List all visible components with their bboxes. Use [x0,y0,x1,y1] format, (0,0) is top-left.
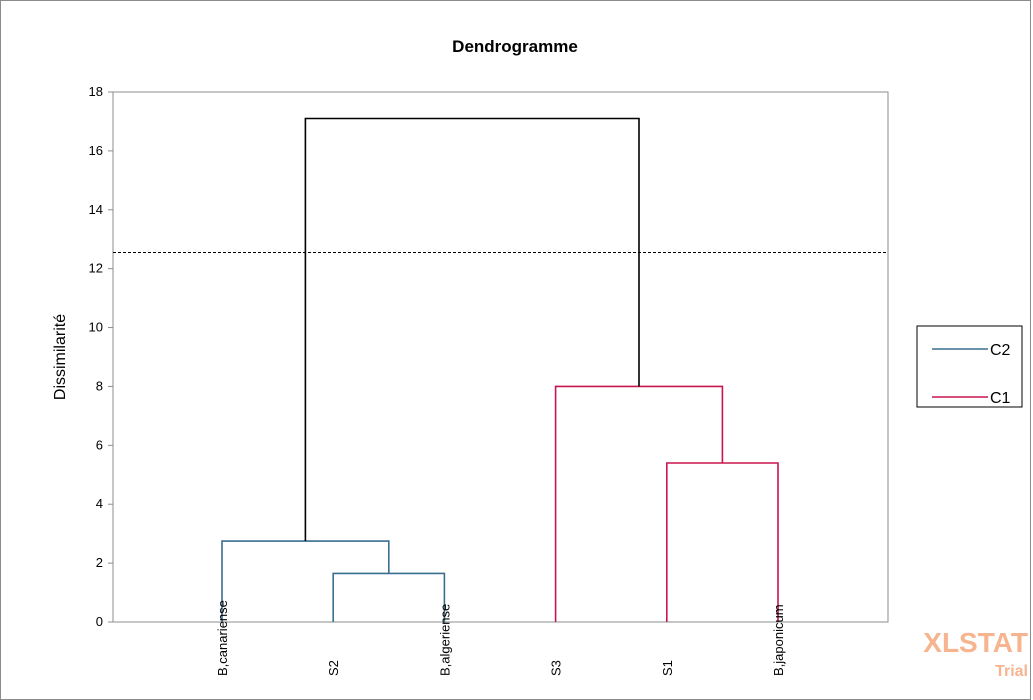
legend: C2 C1 [916,325,1023,408]
y-tick-label-4: 8 [96,378,103,393]
dendrogram-chart: Dendrogramme Dissimilarité 0 2 4 6 8 10 12 14 16… [52,37,1028,676]
plot-area [112,91,889,623]
merge-link-1 [221,540,390,622]
watermark-logo: XLSTAT [923,627,1028,658]
y-tick-label-9: 18 [89,84,103,99]
legend-label-c1: C1 [990,390,1011,407]
leaf-label-2: B,algeriense [437,604,452,676]
y-tick-label-3: 6 [96,437,103,452]
y-axis: 0 2 4 6 8 10 12 14 16 18 [89,84,113,629]
legend-label-c2: C2 [990,342,1011,359]
chart-title: Dendrogramme [452,37,578,56]
xlstat-watermark: XLSTAT Trial [923,627,1028,676]
watermark-trial: Trial [995,663,1028,676]
y-tick-label-2: 4 [96,496,103,511]
leaf-label-0: B,canariense [215,600,230,676]
y-tick-label-1: 2 [96,555,103,570]
y-tick-label-7: 14 [89,202,103,217]
dendrogram-links [221,117,779,622]
leaf-label-1: S2 [326,660,341,676]
merge-link-2 [666,462,779,622]
y-tick-label-6: 12 [89,261,103,276]
y-tick-label-0: 0 [96,614,103,629]
y-tick-label-5: 10 [89,320,103,335]
leaf-labels: B,canariense S2 B,algeriense S3 S1 B,japonicu… [215,600,786,676]
y-axis-label: Dissimilarité [52,314,69,400]
merge-link-3 [554,385,724,622]
merge-link-4 [304,117,640,542]
leaf-label-4: S1 [660,660,675,676]
leaf-label-5: B,japonicum [771,604,786,676]
merge-link-0 [332,572,446,622]
leaf-label-3: S3 [549,660,564,676]
legend-box [916,325,1023,408]
y-tick-label-8: 16 [89,143,103,158]
